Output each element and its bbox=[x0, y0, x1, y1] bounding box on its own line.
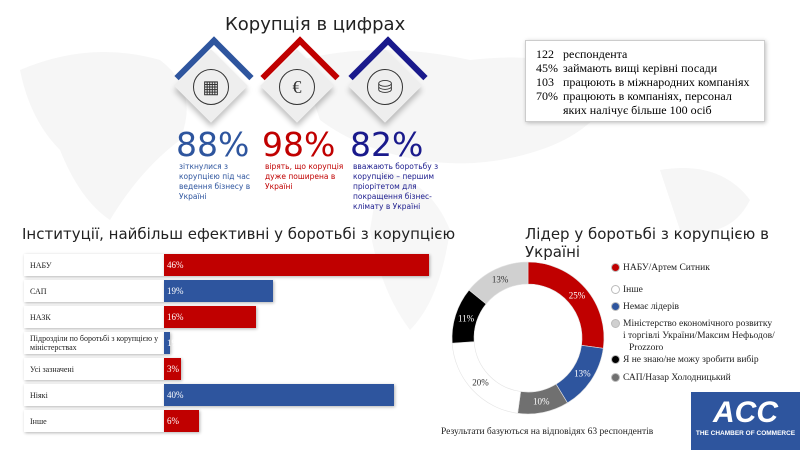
legend-label: Prozzoro bbox=[629, 343, 664, 353]
donut-slice-label: 10% bbox=[533, 397, 550, 407]
acc-logo: ACC THE CHAMBER OF COMMERCE bbox=[691, 392, 800, 450]
legend-swatch bbox=[611, 263, 620, 272]
legend-item: Міністерство економічного розвитку і торг… bbox=[611, 318, 775, 354]
legend-item: НАБУ/Артем Ситник bbox=[611, 262, 710, 274]
bar-value-label: 1% bbox=[167, 338, 179, 348]
stat-description: вважають боротьбу з корупцією – першим п… bbox=[353, 162, 439, 211]
donut-slice-label: 25% bbox=[569, 290, 586, 300]
stat-description: зіткнулися з корупцією під час ведення б… bbox=[179, 162, 251, 201]
bar: 40% bbox=[164, 384, 394, 406]
chart-note: Результати базуються на відповідях 63 ре… bbox=[441, 427, 654, 437]
legend-swatch bbox=[611, 319, 620, 328]
bar: 3% bbox=[164, 358, 182, 380]
bar-value-label: 16% bbox=[167, 312, 184, 322]
info-text: займають вищі керівні посади bbox=[563, 61, 718, 75]
legend-label: Міністерство економічного розвитку bbox=[623, 319, 773, 329]
donut-chart-title: Лідер у боротьбі з корупцією в Україні bbox=[525, 225, 769, 261]
legend-label: НАБУ/Артем Ситник bbox=[623, 263, 710, 273]
legend-swatch bbox=[611, 302, 620, 311]
bar: 19% bbox=[164, 280, 274, 302]
info-number: 103 bbox=[536, 75, 554, 89]
bar-value-label: 3% bbox=[167, 364, 179, 374]
info-number: 122 bbox=[536, 47, 554, 61]
donut-slice-label: 20% bbox=[472, 377, 489, 387]
legend-item: Інше bbox=[611, 284, 643, 296]
bar: 1% bbox=[164, 332, 179, 354]
donut-slice-label: 13% bbox=[574, 369, 591, 379]
bar-value-label: 40% bbox=[167, 390, 184, 400]
donut-slice-label: 11% bbox=[458, 313, 475, 323]
info-text: яких налічує більше 100 осіб bbox=[563, 103, 712, 117]
bar-category-label: Ніякі bbox=[24, 384, 164, 406]
donut-slice bbox=[527, 261, 605, 349]
bar-category-label: Інше bbox=[24, 410, 164, 432]
legend-swatch bbox=[611, 285, 620, 294]
info-text: працюють в компаніях, персонал bbox=[563, 89, 732, 103]
donut-slice bbox=[468, 261, 529, 305]
info-text: респондента bbox=[563, 47, 628, 61]
donut-slice-label: 13% bbox=[492, 274, 509, 284]
briefcase-icon: ▦ bbox=[193, 69, 229, 105]
legend-item: Немає лідерів bbox=[611, 301, 679, 313]
stat-value: 98% bbox=[262, 125, 336, 164]
bar: 16% bbox=[164, 306, 256, 328]
info-number: 45% bbox=[536, 61, 558, 75]
legend-label: САП/Назар Холодницький bbox=[623, 373, 731, 383]
info-number: 70% bbox=[536, 89, 558, 103]
bar: 46% bbox=[164, 254, 429, 276]
legend-label: Немає лідерів bbox=[623, 302, 679, 312]
stat-description: вірять, що корупція дуже поширена в Укра… bbox=[265, 162, 344, 191]
respondents-info-box: 122 респондента 45% займають вищі керівні … bbox=[525, 40, 765, 122]
legend-label: Я не знаю/не можу зробити вибір bbox=[623, 355, 759, 365]
page-title: Корупція в цифрах bbox=[225, 14, 406, 35]
bar-category-label: Усі зазначені bbox=[24, 358, 164, 380]
bar-value-label: 46% bbox=[167, 260, 184, 270]
bar-category-label: НАЗК bbox=[24, 306, 164, 328]
legend-label: і торгівлі України/Максим Нефьодов/ bbox=[623, 331, 775, 341]
stat-value: 82% bbox=[350, 125, 424, 164]
coins-icon: ⛁ bbox=[367, 69, 403, 105]
bar-value-label: 19% bbox=[167, 286, 184, 296]
euro-icon: € bbox=[279, 69, 315, 105]
bar-value-label: 6% bbox=[167, 416, 179, 426]
bar-category-label: Підрозділи по боротьбі з корупцією у мін… bbox=[24, 332, 164, 354]
legend-item: Я не знаю/не можу зробити вибір bbox=[611, 354, 759, 366]
donut-chart: 25% 13% 10% 20% 11% 13% bbox=[451, 261, 605, 415]
legend-swatch bbox=[611, 373, 620, 382]
stat-value: 88% bbox=[176, 125, 250, 164]
legend-swatch bbox=[611, 355, 620, 364]
bar-category-label: САП bbox=[24, 280, 164, 302]
legend-item: САП/Назар Холодницький bbox=[611, 372, 731, 384]
bar-category-label: НАБУ bbox=[24, 254, 164, 276]
bar: 6% bbox=[164, 410, 199, 432]
bar-chart-title: Інституції, найбільш ефективні у боротьб… bbox=[22, 225, 456, 243]
info-text: працюють в міжнародних компаніях bbox=[563, 75, 750, 89]
legend-label: Інше bbox=[623, 285, 643, 295]
